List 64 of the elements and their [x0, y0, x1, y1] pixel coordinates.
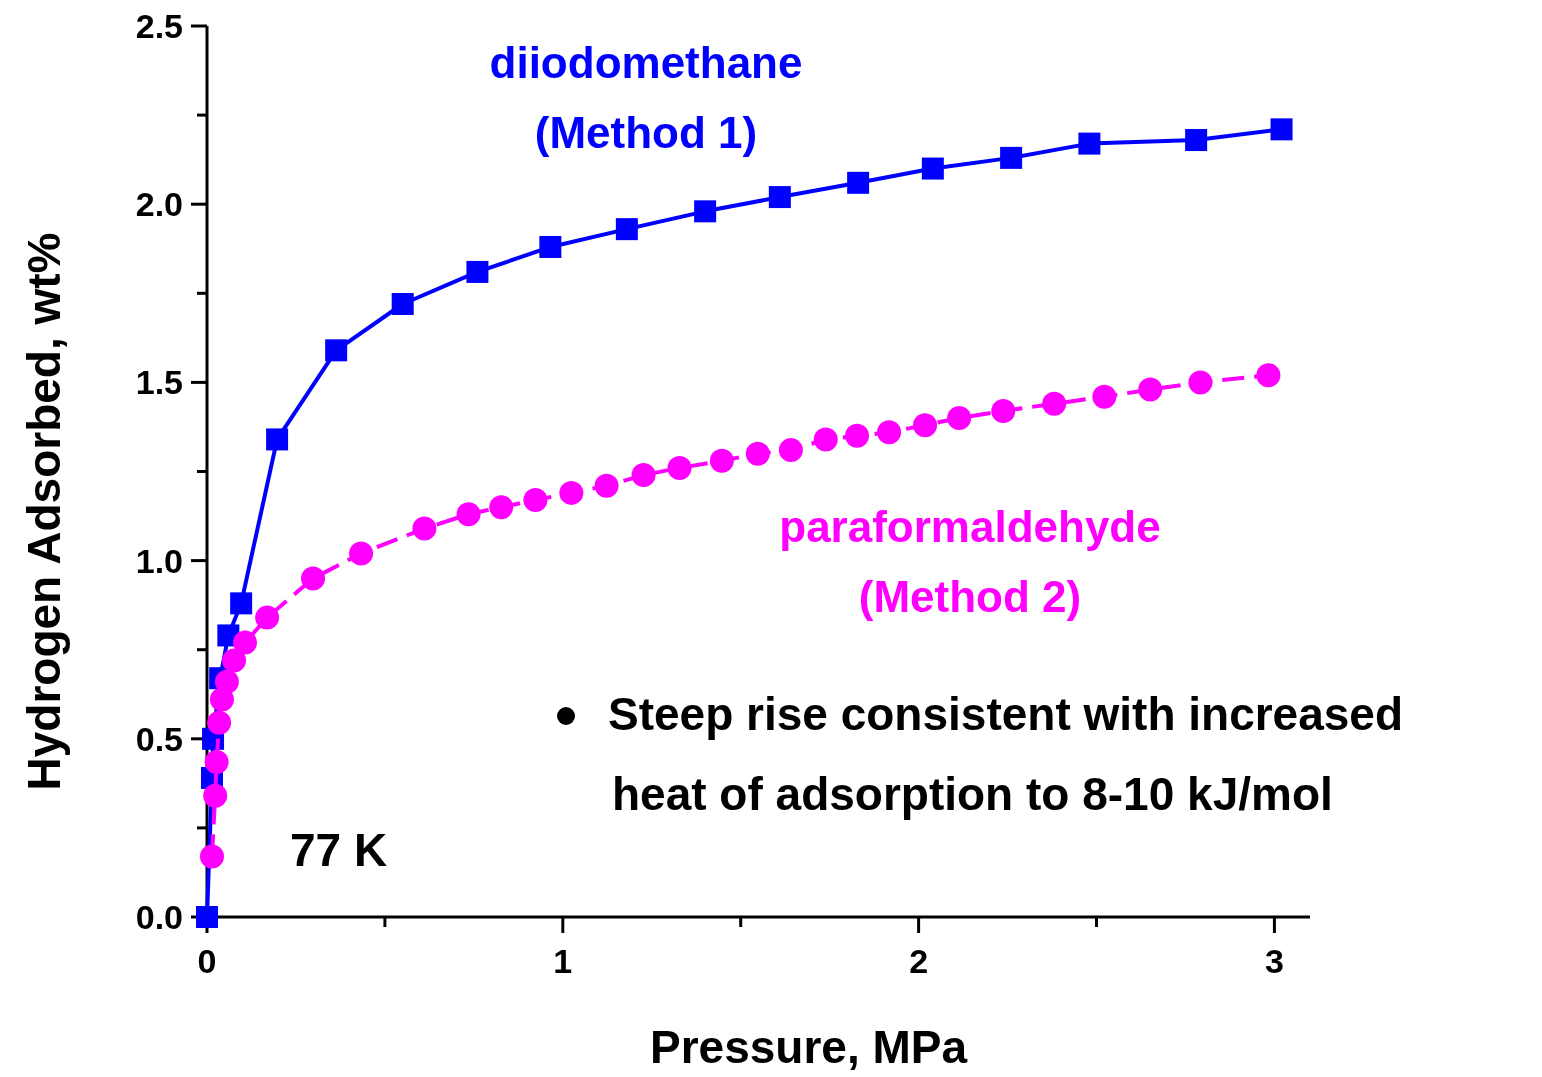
point: [921, 157, 944, 180]
y-tick-label: 1.5: [135, 363, 183, 402]
x-tick-label: 3: [1264, 942, 1284, 980]
point: [489, 495, 514, 520]
series-label: diiodomethane (Method 1): [489, 38, 803, 157]
point: [845, 423, 870, 448]
annotation: Steep rise consistent with increased heat of adsorption to 8-10 kJ/mol: [608, 688, 1404, 820]
x-axis-title: Pressure, MPa: [649, 1021, 968, 1073]
point: [594, 473, 619, 498]
y-axis-title: Hydrogen Adsorbed, wt%: [18, 232, 70, 791]
point: [745, 441, 770, 466]
point: [266, 428, 289, 451]
point: [222, 648, 247, 673]
point: [199, 844, 224, 869]
point: [391, 292, 414, 315]
point: [694, 200, 717, 223]
annotation: 77 K: [290, 824, 388, 876]
point: [301, 566, 326, 591]
point: [204, 749, 229, 774]
point: [456, 502, 481, 527]
y-tick-label: 0.5: [135, 719, 183, 758]
point: [1000, 146, 1023, 169]
point: [991, 398, 1016, 423]
point: [325, 339, 348, 362]
point: [667, 455, 692, 480]
point: [523, 488, 548, 513]
point: [412, 516, 437, 541]
point: [349, 541, 374, 566]
x-tick-label: 1: [553, 942, 573, 980]
y-tick-label: 2.0: [135, 185, 183, 224]
point: [947, 406, 972, 431]
point: [207, 710, 232, 735]
point: [709, 448, 734, 473]
point: [255, 605, 280, 630]
point: [877, 420, 902, 445]
x-tick-label: 0: [197, 942, 217, 980]
point: [466, 260, 489, 283]
point: [913, 413, 938, 438]
x-tick-label: 2: [909, 942, 929, 980]
point: [230, 592, 253, 615]
point: [778, 438, 803, 463]
series-label: paraformaldehyde (Method 2): [779, 502, 1161, 621]
point: [1270, 118, 1293, 141]
point: [196, 906, 218, 928]
point: [1188, 370, 1213, 395]
point: [1138, 377, 1163, 402]
point: [615, 218, 638, 241]
point: [1092, 384, 1117, 409]
point: [1185, 129, 1208, 152]
point: [559, 480, 584, 505]
point: [539, 235, 562, 258]
point: [1042, 391, 1067, 416]
y-tick-label: 2.5: [135, 7, 183, 45]
point: [1078, 132, 1101, 155]
point: [1256, 363, 1281, 388]
point: [813, 427, 838, 452]
point: [631, 463, 656, 488]
y-tick-label: 1.0: [135, 541, 183, 580]
point: [203, 783, 228, 808]
point: [768, 186, 791, 209]
y-tick-label: 0.0: [135, 898, 183, 936]
point: [847, 171, 870, 194]
point: [233, 630, 258, 655]
point: [214, 669, 239, 694]
